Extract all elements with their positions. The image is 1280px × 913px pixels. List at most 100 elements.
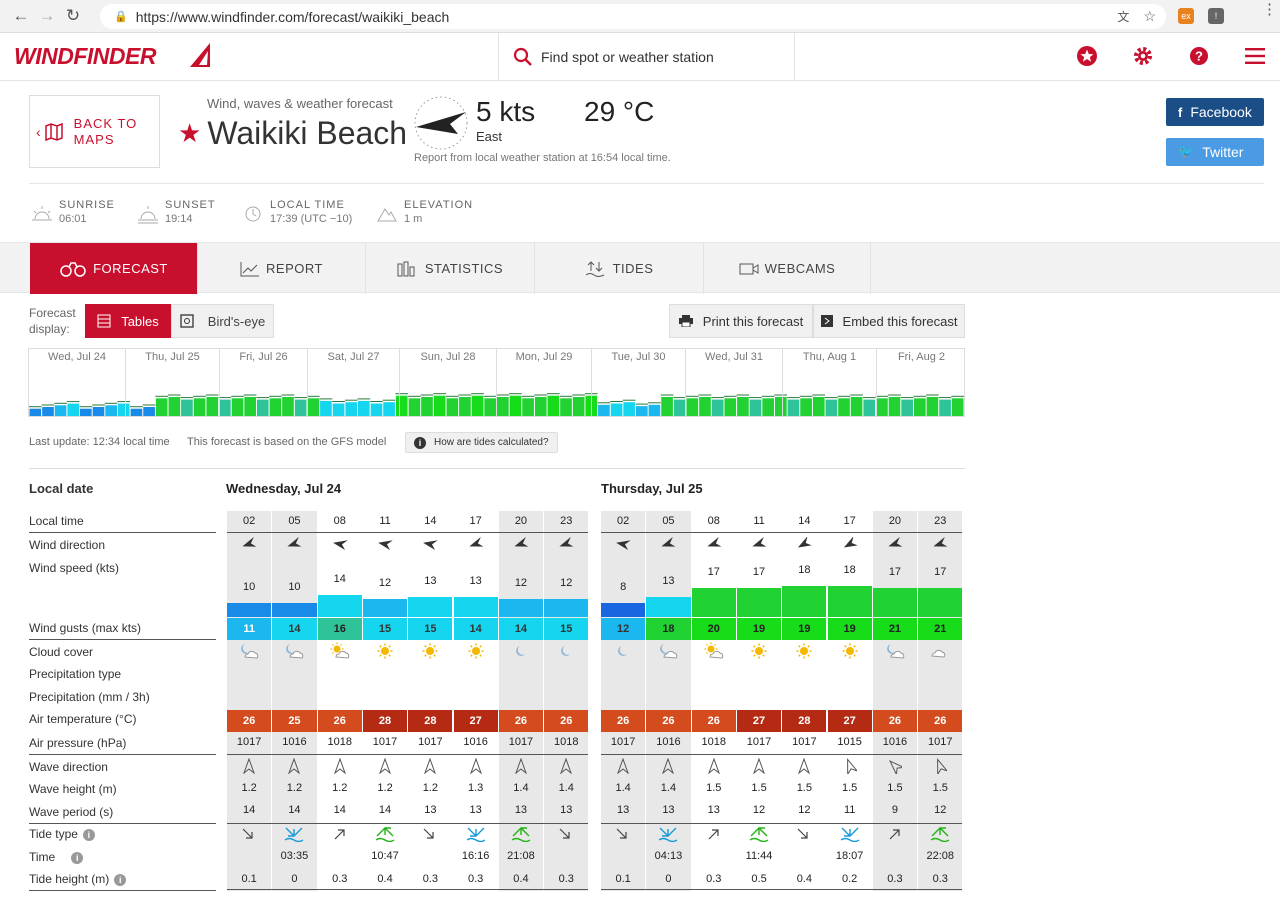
cloud-cover-cell bbox=[363, 642, 407, 664]
favorites-star-icon[interactable] bbox=[1076, 45, 1098, 67]
row-label-wind-direction: Wind direction bbox=[29, 538, 106, 552]
back-arrow-icon[interactable]: ← bbox=[12, 6, 30, 25]
air-temperature-value: 26 bbox=[544, 710, 589, 732]
settings-gear-icon[interactable] bbox=[1132, 45, 1154, 67]
help-icon[interactable]: ? bbox=[1188, 45, 1210, 67]
hamburger-menu-icon[interactable] bbox=[1244, 45, 1266, 67]
embed-forecast-button[interactable]: Embed this forecast bbox=[813, 304, 965, 338]
facebook-share-button[interactable]: f Facebook bbox=[1166, 98, 1264, 126]
current-wind-speed: 5 kts bbox=[476, 96, 536, 127]
wind-gust-value: 19 bbox=[827, 618, 872, 640]
wave-direction-cell bbox=[601, 757, 645, 775]
tables-view-button[interactable]: Tables bbox=[85, 304, 171, 338]
info-icon[interactable]: i bbox=[114, 873, 127, 886]
wave-direction-arrow-icon bbox=[514, 757, 528, 775]
tide-height-value: 0.4 bbox=[377, 873, 393, 885]
overview-day-label[interactable]: Tue, Jul 30 bbox=[592, 349, 686, 416]
info-icon[interactable]: i bbox=[82, 828, 95, 841]
wind-speed-bar bbox=[782, 586, 827, 617]
cloud-cover-cell bbox=[499, 642, 543, 664]
tide-type-cell bbox=[782, 826, 826, 842]
overview-wind-bar bbox=[534, 397, 547, 416]
tide-time-value: 04:13 bbox=[654, 850, 683, 862]
wind-direction-cell bbox=[454, 536, 498, 551]
row-label-wave-period: Wave period (s) bbox=[29, 805, 114, 819]
row-label-tide-type: Tide type i bbox=[29, 827, 95, 841]
tab-forecast[interactable]: FORECAST bbox=[30, 243, 198, 294]
tide-falling-icon bbox=[559, 828, 570, 839]
overview-wind-bar bbox=[648, 404, 661, 416]
overview-day-label[interactable]: Sun, Jul 28 bbox=[400, 349, 497, 416]
tide-low-icon bbox=[466, 827, 486, 843]
forecast-overview-bar[interactable]: Wed, Jul 24 Thu, Jul 25 Fri, Jul 26 Sat, Ju… bbox=[28, 348, 965, 417]
overview-day-label[interactable]: Wed, Jul 24 bbox=[29, 349, 126, 416]
sunrise-icon bbox=[32, 206, 52, 221]
wind-direction-arrow-icon bbox=[514, 536, 529, 547]
tab-tides[interactable]: TIDES bbox=[535, 243, 704, 294]
overview-day-label[interactable]: Mon, Jul 29 bbox=[497, 349, 592, 416]
tide-type-cell bbox=[227, 826, 271, 842]
wind-speed-bar bbox=[453, 597, 498, 617]
birds-eye-view-button[interactable]: Bird's-eye bbox=[171, 304, 274, 338]
browser-menu-icon[interactable]: ⋮ bbox=[1262, 1, 1277, 18]
hour-label: 05 bbox=[662, 515, 675, 527]
print-forecast-button[interactable]: Print this forecast bbox=[669, 304, 813, 338]
cloud-cover-cell bbox=[318, 642, 362, 664]
info-icon: i bbox=[414, 436, 426, 449]
cloud-cover-cell bbox=[544, 642, 588, 664]
wave-direction-cell bbox=[782, 757, 826, 775]
table-icon bbox=[97, 314, 111, 328]
video-camera-icon bbox=[739, 263, 759, 274]
sun-icon bbox=[377, 643, 393, 659]
air-pressure-value: 1017 bbox=[610, 736, 636, 748]
overview-wind-bar bbox=[914, 398, 926, 416]
overview-day-label[interactable]: Fri, Aug 2 bbox=[897, 351, 946, 363]
tide-height-value: 0 bbox=[291, 873, 298, 885]
wind-speed-bar bbox=[827, 586, 872, 617]
tab-webcams[interactable]: WEBCAMS bbox=[704, 243, 871, 294]
wind-direction-cell bbox=[646, 536, 690, 551]
overview-day-label[interactable]: Wed, Jul 31 bbox=[686, 349, 783, 416]
overview-day-label[interactable]: Fri, Jul 26 bbox=[220, 349, 308, 416]
back-to-maps-button[interactable]: ‹ BACK TO MAPS bbox=[29, 95, 160, 168]
wave-direction-cell bbox=[272, 757, 316, 775]
sun-cloud-icon bbox=[330, 642, 349, 659]
forecast-column: 02 8 12 26 1017 1.4 13 0.1 bbox=[601, 511, 646, 891]
hour-label: 14 bbox=[424, 515, 437, 527]
overview-day-label[interactable]: Thu, Jul 25 bbox=[126, 349, 220, 416]
forward-arrow-icon[interactable]: → bbox=[38, 6, 56, 25]
cloud-icon bbox=[931, 649, 946, 658]
tab-statistics[interactable]: STATISTICS bbox=[366, 243, 535, 294]
wave-direction-arrow-icon bbox=[707, 757, 720, 775]
extension-icon[interactable]: ex bbox=[1178, 8, 1194, 24]
translate-icon[interactable]: 文 bbox=[1117, 10, 1130, 24]
browser-toolbar: ← → ↻ 🔒 https://www.windfinder.com/forec… bbox=[0, 0, 1280, 33]
overview-wind-bar bbox=[92, 407, 105, 416]
address-bar[interactable]: 🔒 https://www.windfinder.com/forecast/wa… bbox=[100, 4, 1166, 29]
extension-icon[interactable]: ! bbox=[1208, 8, 1224, 24]
wave-period-value: 12 bbox=[798, 804, 811, 816]
air-temperature-value: 28 bbox=[408, 710, 453, 732]
tab-report[interactable]: REPORT bbox=[198, 243, 366, 294]
info-icon[interactable]: i bbox=[71, 851, 84, 864]
overview-wind-bar bbox=[446, 398, 459, 416]
bookmark-star-icon[interactable]: ☆ bbox=[1143, 8, 1156, 24]
twitter-icon: 🐦 bbox=[1178, 144, 1195, 159]
divider bbox=[601, 889, 963, 890]
overview-wind-bar bbox=[256, 399, 269, 416]
hour-label: 02 bbox=[243, 515, 256, 527]
birds-eye-icon bbox=[180, 314, 194, 328]
overview-day-label[interactable]: Sat, Jul 27 bbox=[308, 349, 400, 416]
search-box[interactable]: Find spot or weather station bbox=[498, 33, 795, 80]
overview-wind-bar bbox=[357, 400, 370, 416]
tides-info-button[interactable]: i How are tides calculated? bbox=[405, 432, 558, 453]
wind-gust-value: 18 bbox=[646, 618, 691, 640]
twitter-share-button[interactable]: 🐦 Twitter bbox=[1166, 138, 1264, 166]
reload-icon[interactable]: ↻ bbox=[65, 6, 81, 25]
wind-direction-cell bbox=[272, 536, 316, 551]
overview-day-label[interactable]: Thu, Aug 1 bbox=[783, 349, 877, 416]
tide-height-value: 0.3 bbox=[422, 873, 438, 885]
favorite-star-icon[interactable]: ★ bbox=[178, 118, 202, 148]
windfinder-logo[interactable]: WINDFINDER bbox=[14, 43, 156, 69]
wave-period-value: 11 bbox=[843, 804, 856, 816]
